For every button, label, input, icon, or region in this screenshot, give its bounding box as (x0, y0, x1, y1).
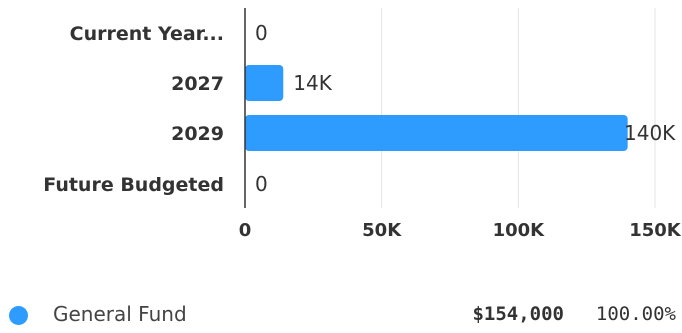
data-label: 14K (293, 71, 332, 95)
value-labels: 0 14K 140K 0 (255, 21, 676, 196)
gridlines (381, 8, 656, 208)
category-label: Current Year... (70, 23, 224, 45)
data-label: 0 (255, 172, 268, 196)
legend-percent: 100.00% (595, 303, 676, 325)
legend-series-name: General Fund (53, 302, 187, 326)
category-label: 2029 (171, 123, 224, 145)
bar (245, 65, 284, 101)
legend-amount: $154,000 (472, 303, 564, 325)
x-tick-labels: 0 50K 100K 150K (239, 220, 682, 241)
x-tick-label: 0 (239, 220, 252, 241)
x-tick-label: 100K (493, 220, 546, 241)
legend-color-dot (9, 306, 28, 325)
bars (245, 65, 628, 151)
x-tick-label: 150K (629, 220, 682, 241)
x-tick-label: 50K (362, 220, 402, 241)
data-label: 140K (624, 121, 676, 145)
bar-chart: Current Year... 2027 2029 Future Budgeted 0… (43, 8, 682, 241)
data-label: 0 (255, 21, 268, 45)
category-label: 2027 (171, 73, 224, 95)
legend: General Fund $154,000 100.00% (0, 296, 682, 332)
category-label: Future Budgeted (43, 174, 224, 196)
bar (245, 115, 628, 151)
category-labels: Current Year... 2027 2029 Future Budgeted (43, 23, 224, 196)
